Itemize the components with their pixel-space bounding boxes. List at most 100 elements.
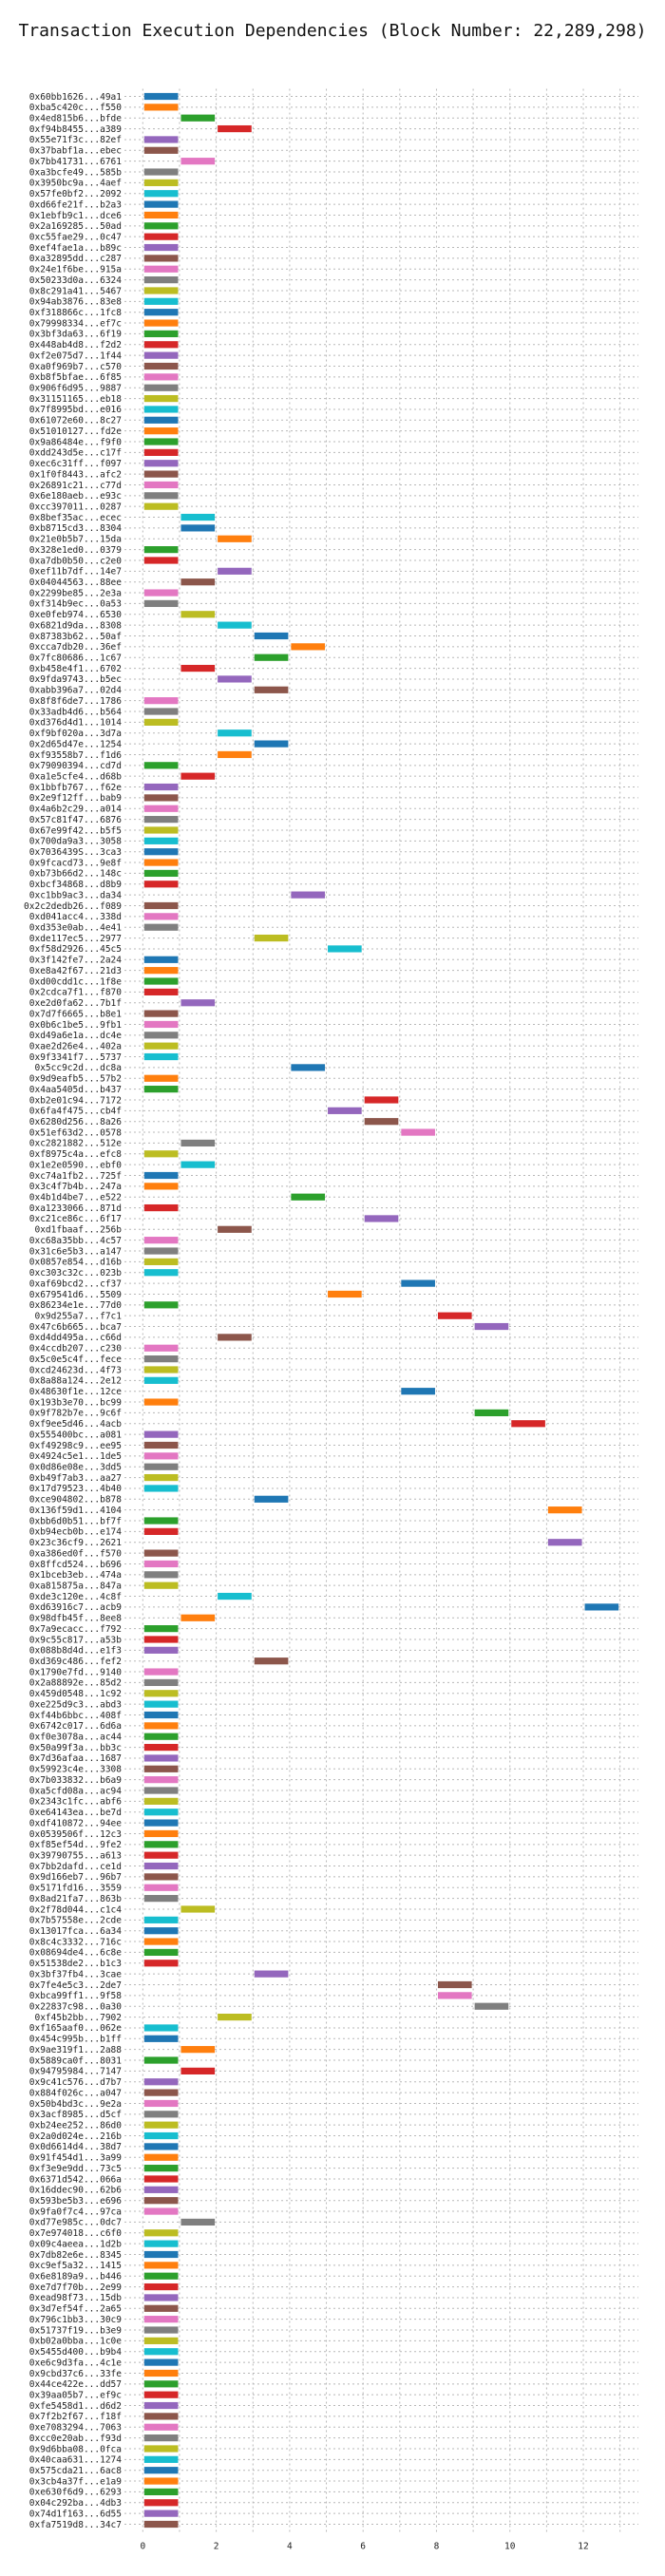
y-tick-label: 0xf44b6bbc...408f bbox=[29, 1711, 122, 1721]
tx-bar bbox=[143, 1690, 179, 1697]
tx-bar bbox=[143, 2207, 179, 2215]
tx-bar bbox=[143, 1884, 179, 1891]
y-tick-label: 0x2343c1fc...abf6 bbox=[29, 1797, 123, 1808]
x-tick-label: 0 bbox=[140, 2542, 145, 2552]
tx-bar bbox=[143, 2401, 179, 2410]
y-tick-label: 0x3acf8985...d5cf bbox=[29, 2110, 122, 2120]
y-tick-label: 0xcc397011...0287 bbox=[29, 502, 122, 512]
tx-bar bbox=[218, 1334, 252, 1341]
tx-bar bbox=[143, 2413, 179, 2420]
y-tick-label: 0xb8715cd3...8304 bbox=[29, 523, 123, 534]
tx-bar bbox=[143, 977, 179, 985]
y-tick-label: 0x2cdca7f1...f870 bbox=[29, 988, 123, 998]
y-tick-label: 0x7e974018...c6f0 bbox=[29, 2228, 123, 2239]
tx-bar bbox=[143, 2024, 179, 2032]
tx-bar bbox=[143, 2250, 179, 2259]
tx-bar bbox=[143, 1733, 179, 1740]
y-tick-label: 0x4ed815b6...bfde bbox=[29, 114, 123, 124]
y-tick-label: 0xaf69bcd2...cf37 bbox=[29, 1279, 122, 1289]
y-tick-label: 0xf0e3078a...ac44 bbox=[29, 1733, 123, 1743]
tx-bar bbox=[143, 1895, 179, 1903]
tx-bar bbox=[143, 1819, 179, 1827]
y-tick-label: 0x2c2dedb26...f089 bbox=[24, 901, 122, 912]
y-tick-label: 0x8bef35ac...ecec bbox=[29, 513, 122, 523]
tx-bar bbox=[401, 1128, 435, 1136]
y-tick-label: 0x2299be85...2e3a bbox=[29, 588, 122, 598]
y-tick-label: 0xec6c31ff...f097 bbox=[29, 459, 122, 469]
tx-bar bbox=[143, 1938, 179, 1945]
y-tick-label: 0xef4fae1a...b89c bbox=[29, 243, 122, 254]
tx-bar bbox=[143, 2445, 179, 2453]
tx-bar bbox=[143, 2316, 179, 2323]
tx-bar bbox=[143, 2326, 179, 2334]
y-tick-label: 0xf49298c9...ee95 bbox=[29, 1441, 122, 1451]
y-tick-label: 0x9c41c576...d7b7 bbox=[29, 2077, 122, 2088]
y-tick-label: 0x5cc9c2d...dc8a bbox=[34, 1063, 122, 1073]
y-tick-label: 0x7d36afaa...1687 bbox=[29, 1753, 122, 1764]
y-tick-label: 0x2d65d47e...1254 bbox=[29, 739, 123, 749]
y-tick-label: 0x61072e60...8c27 bbox=[29, 416, 122, 426]
y-tick-label: 0x7f8995bd...e016 bbox=[29, 405, 123, 415]
y-tick-label: 0xd4dd495a...c66d bbox=[29, 1333, 122, 1343]
y-tick-label: 0xe225d9c3...abd3 bbox=[29, 1699, 122, 1710]
tx-bar bbox=[218, 1592, 252, 1601]
y-tick-label: 0x51538de2...b1c3 bbox=[29, 1959, 122, 1969]
tx-bar bbox=[143, 309, 179, 316]
tx-bar bbox=[143, 1851, 179, 1859]
y-tick-label: 0xcc0e20ab...f93d bbox=[29, 2434, 122, 2444]
y-tick-label: 0xf85ef54d...9fe2 bbox=[29, 1840, 122, 1850]
y-tick-label: 0x26891c21...c77d bbox=[29, 481, 122, 491]
x-tick-labels: 0 2 4 6 8 10 12 bbox=[140, 2542, 588, 2552]
y-tick-label: 0x31151165...eb18 bbox=[29, 394, 123, 405]
y-tick-label: 0xf9ee5d46...4acb bbox=[29, 1419, 123, 1430]
y-tick-label: 0x31c6e5b3...a147 bbox=[29, 1246, 122, 1257]
tx-bar bbox=[218, 729, 252, 737]
y-tick-label: 0x55e71f3c...82ef bbox=[29, 135, 122, 145]
y-tick-label: 0xa1e5cfe4...d68b bbox=[29, 771, 123, 782]
y-tick-label: 0xc21ce86c...6f17 bbox=[29, 1214, 122, 1224]
y-tick-label: 0xe7083294...7063 bbox=[29, 2423, 122, 2434]
y-tick-label: 0xb02a0bba...1c0e bbox=[29, 2337, 123, 2347]
tx-bar bbox=[143, 502, 179, 510]
tx-bar bbox=[143, 848, 179, 856]
tx-bar bbox=[143, 1473, 179, 1482]
y-tick-label: 0x2a169285...50ad bbox=[29, 221, 122, 232]
y-tick-label: 0xf58d2926...45c5 bbox=[29, 944, 122, 955]
x-tick-label: 6 bbox=[360, 2542, 366, 2552]
y-tick-label: 0x17d79523...4b40 bbox=[29, 1484, 123, 1494]
y-tick-label: 0x9cbd37c6...33fe bbox=[29, 2369, 123, 2379]
y-tick-label: 0x9d255a7...f7c1 bbox=[34, 1311, 122, 1321]
tx-bar bbox=[143, 2143, 179, 2150]
y-tick-label: 0x4924c5e1...1de5 bbox=[29, 1451, 122, 1462]
y-tick-label: 0xae2d26e4...402a bbox=[29, 1041, 122, 1051]
tx-bar bbox=[143, 708, 179, 715]
tx-bar bbox=[474, 1409, 509, 1417]
y-tick-label: 0x51ef63d2...0578 bbox=[29, 1127, 123, 1138]
y-tick-label: 0x7db82e6e...8345 bbox=[29, 2250, 122, 2261]
tx-bar bbox=[474, 2002, 509, 2010]
tx-bar bbox=[143, 448, 179, 456]
y-tick-label: 0x59923c4e...3308 bbox=[29, 1765, 123, 1775]
tx-bar bbox=[143, 373, 179, 381]
tx-bar bbox=[143, 1042, 179, 1050]
y-tick-label: 0x39aa05b7...ef9c bbox=[29, 2390, 122, 2400]
y-tick-label: 0x51010127...fd2e bbox=[29, 426, 123, 437]
tx-bar bbox=[143, 2467, 179, 2474]
y-tick-label: 0xa5cfd08a...ac94 bbox=[29, 1786, 123, 1796]
y-tick-label: 0xc303c32c...023b bbox=[29, 1268, 123, 1279]
tx-bar bbox=[143, 341, 179, 349]
y-tick-label: 0xd49a6e1a...dc4e bbox=[29, 1031, 123, 1041]
tx-bar bbox=[254, 632, 289, 640]
tx-bar bbox=[143, 362, 179, 370]
y-tick-label: 0x6e8189a9...b446 bbox=[29, 2272, 123, 2282]
y-tick-label: 0xe7d7f70b...2e99 bbox=[29, 2282, 123, 2293]
y-tick-label: 0xb2e01c94...7172 bbox=[29, 1095, 122, 1106]
tx-bar bbox=[143, 1582, 179, 1589]
tx-bar bbox=[143, 2477, 179, 2485]
tx-bar bbox=[143, 2434, 179, 2442]
y-tick-label: 0x7b033832...b6a9 bbox=[29, 1775, 123, 1786]
tx-bar bbox=[143, 1010, 179, 1017]
y-tick-label: 0x1e2e0590...ebf0 bbox=[29, 1160, 123, 1170]
tx-bar bbox=[254, 1495, 289, 1503]
tx-bar bbox=[143, 1086, 179, 1093]
